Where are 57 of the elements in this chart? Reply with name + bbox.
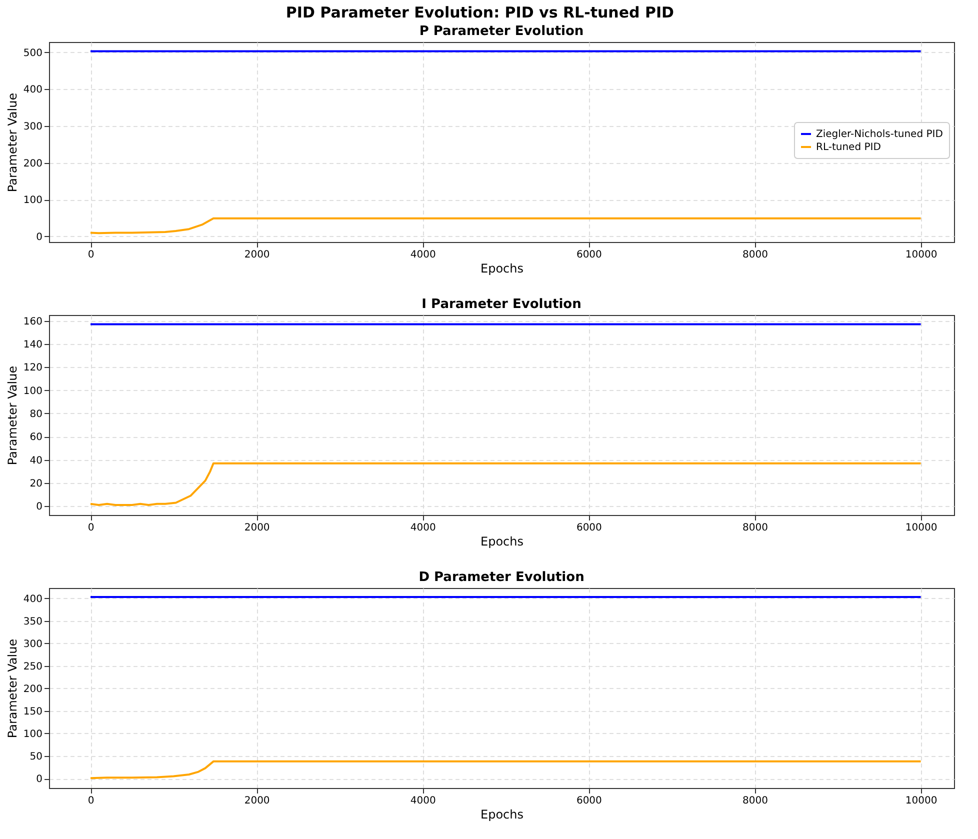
- x-tick-label: 10000: [905, 522, 938, 534]
- y-tick-label: 40: [30, 455, 42, 466]
- x-tick-label: 6000: [576, 522, 602, 534]
- legend-label: Ziegler-Nichols-tuned PID: [816, 129, 944, 140]
- y-axis-title: Parameter Value: [5, 638, 20, 738]
- y-tick-label: 100: [23, 728, 42, 740]
- y-tick-label: 150: [23, 706, 42, 718]
- y-tick-label: 60: [30, 432, 42, 444]
- chart-title: D Parameter Evolution: [418, 570, 584, 585]
- y-tick-label: 200: [23, 158, 42, 170]
- x-tick-label: 4000: [410, 522, 436, 534]
- y-axis-title: Parameter Value: [5, 366, 20, 466]
- x-tick-label: 2000: [244, 250, 270, 260]
- x-tick-label: 6000: [576, 250, 602, 260]
- x-tick-label: 10000: [905, 796, 938, 806]
- y-tick-label: 80: [30, 408, 42, 420]
- y-tick-label: 300: [23, 638, 42, 650]
- x-tick-label: 4000: [410, 250, 436, 260]
- x-axis-title: Epochs: [480, 534, 524, 548]
- y-tick-label: 160: [23, 316, 42, 328]
- y-tick-label: 100: [23, 195, 42, 206]
- x-tick-label: 2000: [244, 522, 270, 534]
- x-tick-label: 8000: [742, 522, 768, 534]
- y-tick-label: 20: [30, 478, 42, 490]
- y-tick-label: 400: [23, 594, 42, 605]
- x-tick-label: 6000: [576, 796, 602, 806]
- x-axis-title: Epochs: [480, 262, 524, 276]
- y-tick-label: 0: [36, 232, 42, 243]
- y-tick-label: 120: [23, 362, 42, 374]
- x-axis-title: Epochs: [480, 808, 524, 822]
- y-tick-label: 100: [23, 386, 42, 397]
- y-tick-label: 500: [23, 48, 42, 59]
- legend-label: RL-tuned PID: [816, 142, 882, 153]
- x-tick-label: 0: [88, 522, 94, 534]
- y-tick-label: 0: [36, 774, 42, 786]
- y-tick-label: 200: [23, 684, 42, 695]
- line-series: [90, 462, 922, 506]
- x-tick-label: 4000: [410, 796, 436, 806]
- y-tick-label: 250: [23, 661, 42, 672]
- chart-title: P Parameter Evolution: [419, 24, 584, 39]
- text: PID Parameter Evolution: PID vs RL-tuned PID: [286, 4, 674, 22]
- y-axis-title: Parameter Value: [5, 92, 20, 192]
- chart-title: I Parameter Evolution: [422, 297, 582, 312]
- x-tick-label: 0: [88, 796, 94, 806]
- y-tick-label: 50: [30, 752, 42, 763]
- y-tick-label: 0: [36, 502, 42, 513]
- y-tick-label: 140: [23, 339, 42, 350]
- x-tick-label: 10000: [905, 250, 938, 260]
- y-tick-label: 300: [23, 121, 42, 132]
- line-series: [90, 217, 922, 234]
- line-series: [90, 760, 922, 780]
- y-tick-label: 350: [23, 616, 42, 628]
- x-tick-label: 8000: [742, 250, 768, 260]
- x-tick-label: 8000: [742, 796, 768, 806]
- x-tick-label: 0: [88, 250, 94, 260]
- x-tick-label: 2000: [244, 796, 270, 806]
- y-tick-label: 400: [23, 84, 42, 96]
